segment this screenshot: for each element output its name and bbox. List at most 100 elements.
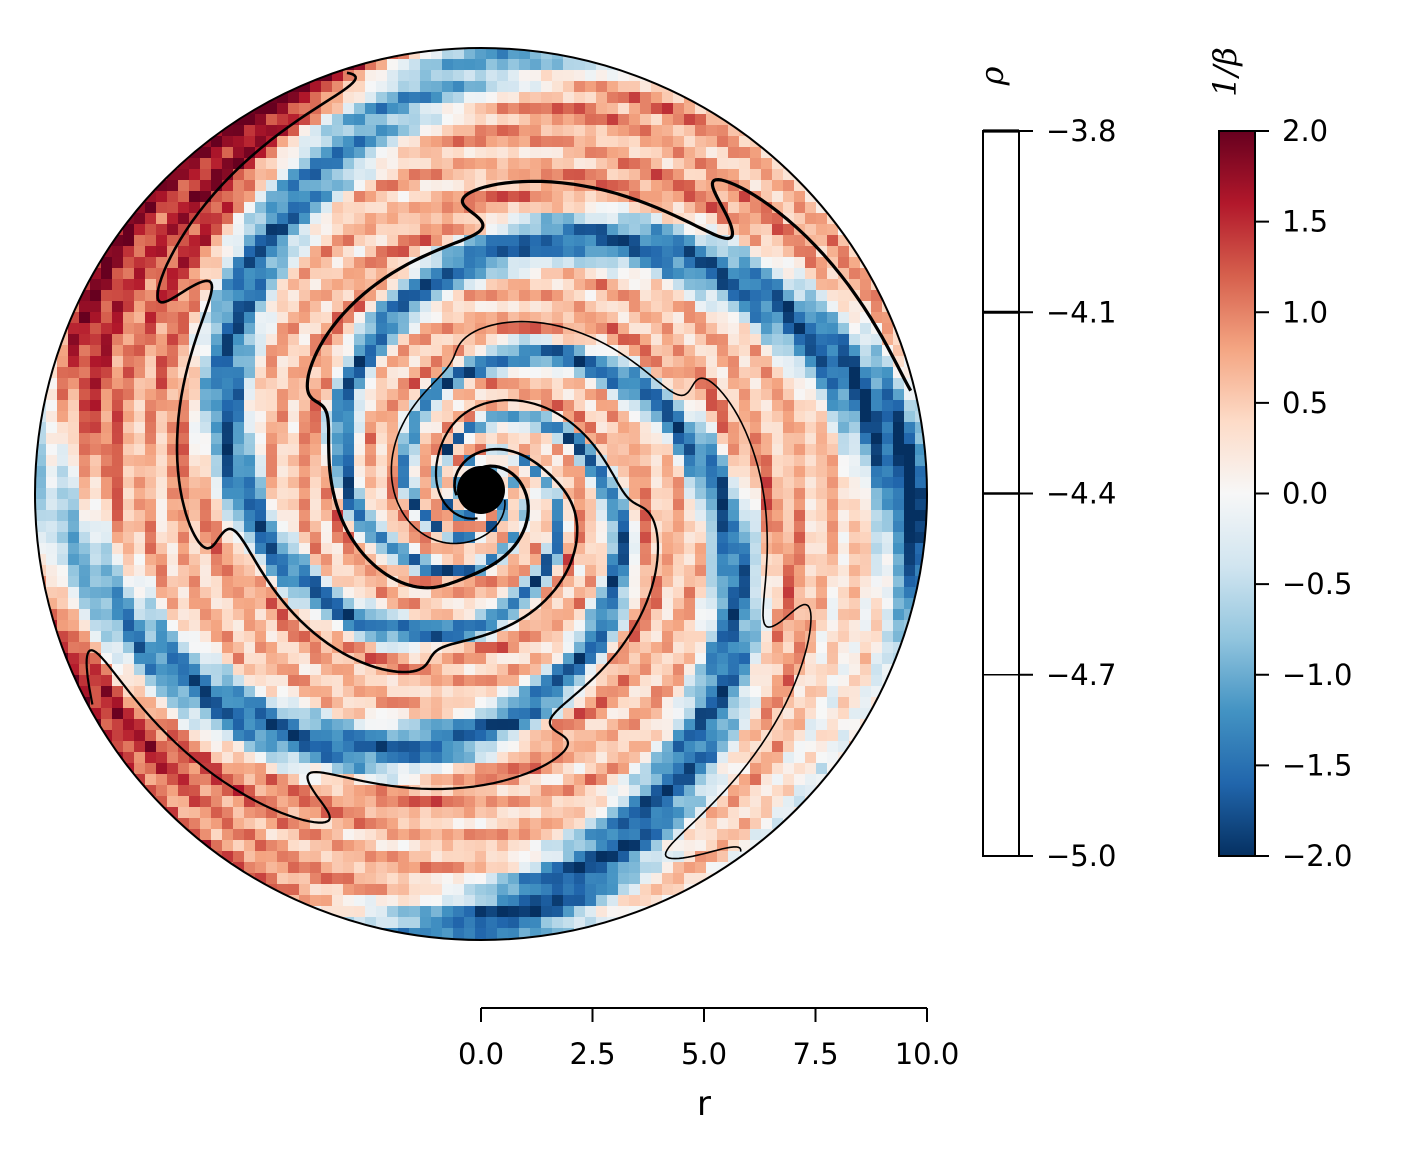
heatmap-cell [299, 466, 311, 478]
heatmap-cell [365, 136, 377, 148]
heatmap-cell [805, 521, 817, 533]
heatmap-cell [453, 543, 465, 555]
heatmap-cell [134, 290, 146, 302]
heatmap-cell [508, 92, 520, 104]
heatmap-cell [255, 829, 267, 841]
heatmap-cell [277, 158, 289, 170]
heatmap-cell [662, 367, 674, 379]
heatmap-cell [442, 510, 454, 522]
heatmap-cell [420, 147, 432, 159]
heatmap-cell [112, 290, 124, 302]
heatmap-cell [486, 510, 498, 522]
heatmap-cell [420, 290, 432, 302]
heatmap-cell [497, 565, 509, 577]
heatmap-cell [849, 323, 861, 335]
heatmap-cell [728, 686, 740, 698]
heatmap-cell [123, 279, 135, 291]
heatmap-cell [222, 257, 234, 269]
heatmap-cell [68, 554, 80, 566]
heatmap-cell [376, 455, 388, 467]
heatmap-cell [827, 411, 839, 423]
heatmap-cell [288, 708, 300, 720]
heatmap-cell [673, 521, 685, 533]
heatmap-cell [321, 444, 333, 456]
heatmap-cell [398, 785, 410, 797]
heatmap-cell [640, 400, 652, 412]
heatmap-cell [651, 664, 663, 676]
heatmap-cell [728, 609, 740, 621]
heatmap-cell [805, 455, 817, 467]
heatmap-cell [112, 323, 124, 335]
heatmap-cell [761, 433, 773, 445]
heatmap-cell [431, 411, 443, 423]
heatmap-cell [530, 389, 542, 401]
heatmap-cell [79, 290, 91, 302]
heatmap-cell [915, 521, 927, 533]
heatmap-cell [915, 499, 927, 511]
heatmap-cell [673, 543, 685, 555]
heatmap-cell [706, 312, 718, 324]
heatmap-cell [519, 268, 531, 280]
heatmap-cell [398, 708, 410, 720]
heatmap-cell [233, 433, 245, 445]
heatmap-cell [497, 125, 509, 137]
heatmap-cell [475, 686, 487, 698]
heatmap-cell [530, 785, 542, 797]
heatmap-cell [530, 554, 542, 566]
heatmap-cell [541, 785, 553, 797]
heatmap-cell [728, 565, 740, 577]
heatmap-cell [629, 81, 641, 93]
heatmap-cell [387, 796, 399, 808]
heatmap-cell [442, 367, 454, 379]
heatmap-cell [178, 576, 190, 588]
heatmap-cell [728, 521, 740, 533]
heatmap-cell [552, 400, 564, 412]
heatmap-cell [904, 510, 916, 522]
heatmap-cell [607, 246, 619, 258]
heatmap-cell [145, 345, 157, 357]
heatmap-cell [706, 477, 718, 489]
heatmap-cell [585, 510, 597, 522]
heatmap-cell [717, 675, 729, 687]
heatmap-cell [508, 818, 520, 830]
heatmap-cell [453, 312, 465, 324]
heatmap-cell [640, 92, 652, 104]
heatmap-cell [134, 444, 146, 456]
heatmap-cell [431, 708, 443, 720]
heatmap-cell [563, 411, 575, 423]
heatmap-cell [662, 356, 674, 368]
heatmap-cell [497, 92, 509, 104]
heatmap-cell [387, 719, 399, 731]
heatmap-cell [750, 554, 762, 566]
heatmap-cell [277, 554, 289, 566]
heatmap-cell [706, 279, 718, 291]
heatmap-cell [365, 345, 377, 357]
heatmap-cell [508, 686, 520, 698]
heatmap-cell [156, 796, 168, 808]
heatmap-cell [552, 510, 564, 522]
heatmap-cell [299, 796, 311, 808]
heatmap-cell [640, 664, 652, 676]
heatmap-cell [629, 719, 641, 731]
heatmap-cell [134, 257, 146, 269]
heatmap-cell [508, 807, 520, 819]
heatmap-cell [431, 818, 443, 830]
heatmap-cell [629, 708, 641, 720]
heatmap-cell [486, 554, 498, 566]
heatmap-cell [552, 378, 564, 390]
heatmap-cell [739, 389, 751, 401]
heatmap-cell [519, 565, 531, 577]
heatmap-cell [365, 785, 377, 797]
heatmap-cell [684, 455, 696, 467]
heatmap-cell [178, 730, 190, 742]
heatmap-cell [618, 59, 630, 71]
heatmap-cell [596, 235, 608, 247]
heatmap-cell [343, 565, 355, 577]
heatmap-cell [123, 488, 135, 500]
heatmap-cell [332, 70, 344, 82]
heatmap-cell [310, 653, 322, 665]
heatmap-cell [838, 521, 850, 533]
heatmap-cell [343, 730, 355, 742]
heatmap-cell [222, 675, 234, 687]
heatmap-cell [321, 268, 333, 280]
